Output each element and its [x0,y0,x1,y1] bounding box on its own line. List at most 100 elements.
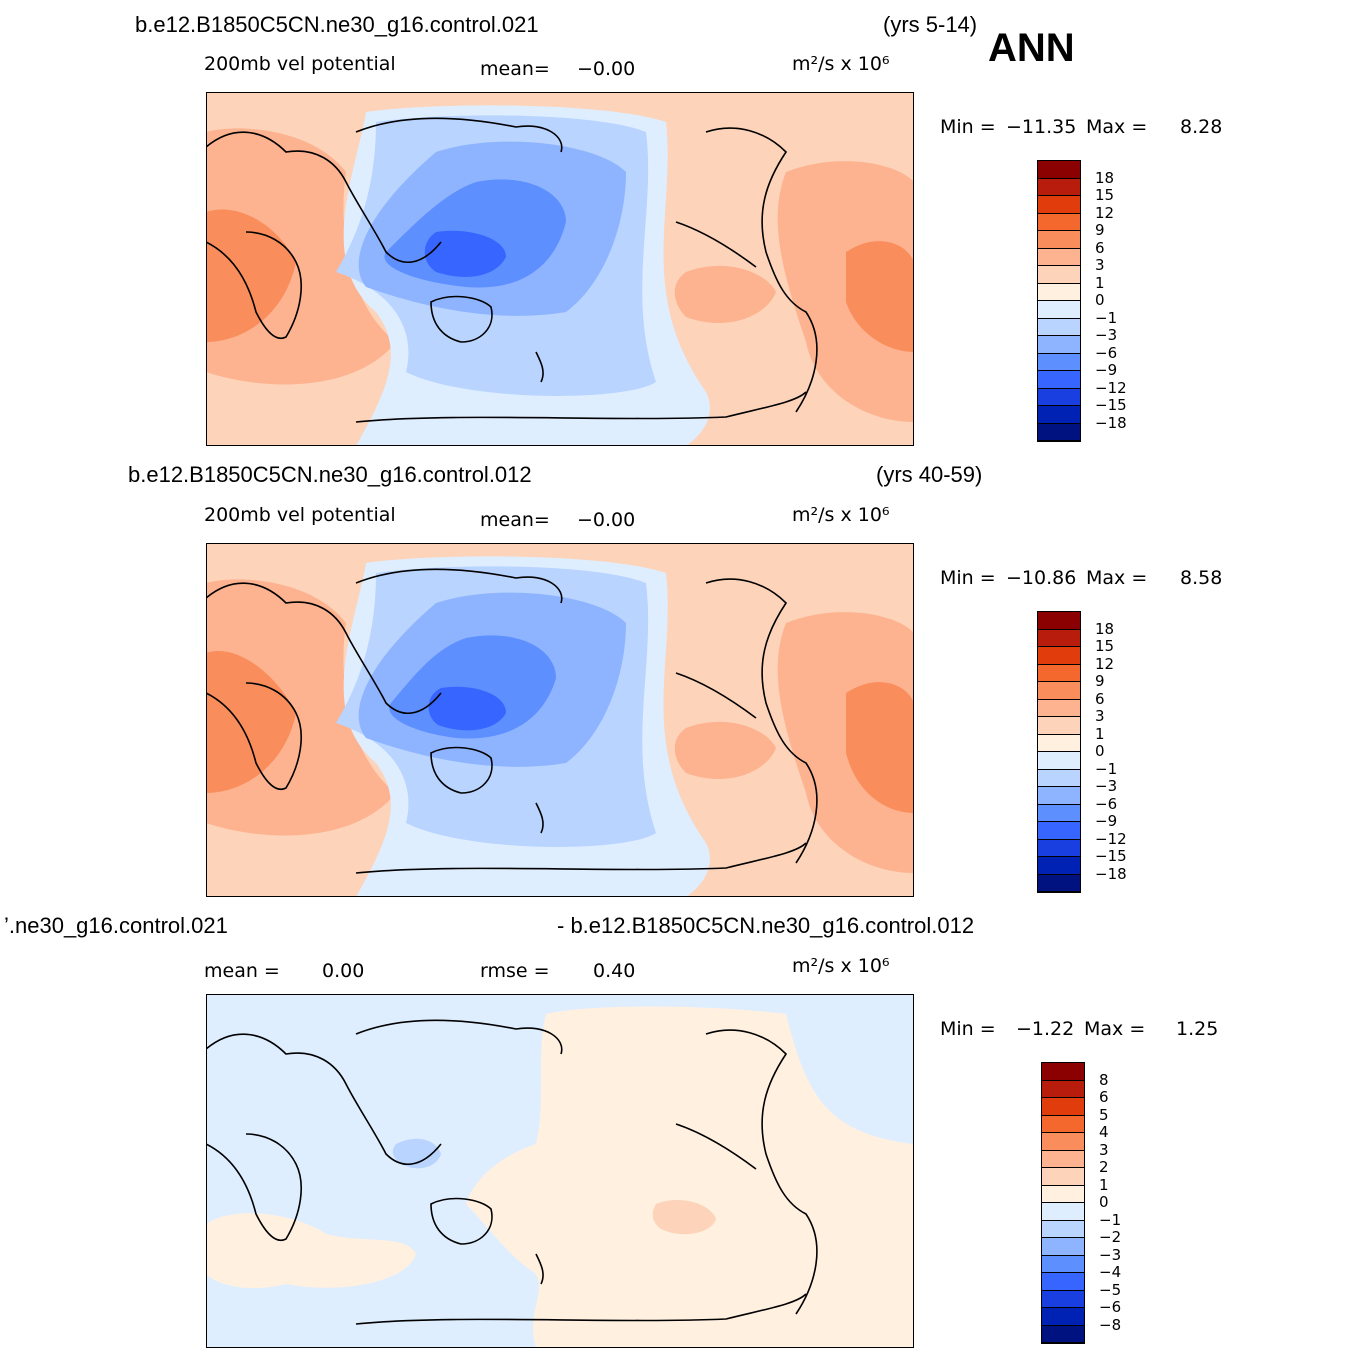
panel1-map [206,92,914,446]
colorbar-label: 0 [1099,1193,1109,1211]
colorbar-segment [1038,717,1080,735]
colorbar-segment [1038,752,1080,770]
panel3-case-right: - b.e12.B1850C5CN.ne30_g16.control.012 [557,913,975,938]
colorbar-segment [1042,1150,1084,1168]
colorbar-label: 2 [1099,1158,1109,1176]
panel2-years: (yrs 40-59) [876,462,983,487]
colorbar-label: 1 [1095,273,1105,292]
colorbar-segment [1042,1308,1084,1326]
colorbar-segment [1038,196,1080,214]
panel1-variable: 200mb vel potential [204,53,396,75]
colorbar-label: −9 [1095,361,1118,379]
panel2-min-value: −10.86 [1006,567,1077,589]
colorbar-segment [1038,161,1080,179]
colorbar-segment [1038,769,1080,787]
colorbar-label: −3 [1095,777,1118,795]
colorbar-segment [1038,612,1080,630]
colorbar-label: 4 [1099,1123,1109,1141]
colorbar-segment [1038,787,1080,805]
panel1-units: m²/s x 10⁶ [792,53,890,75]
colorbar-segment [1038,283,1080,301]
colorbar-segment [1038,822,1080,840]
colorbar-segment [1038,213,1080,231]
colorbar-label: −1 [1095,759,1118,778]
colorbar-segment [1038,629,1080,647]
colorbar-segment [1038,388,1080,406]
colorbar-label: −8 [1099,1315,1122,1334]
colorbar-segment [1038,682,1080,700]
colorbar-label: 18 [1095,619,1115,638]
panel1-years: (yrs 5-14) [883,12,978,37]
colorbar-label: 0 [1095,291,1105,309]
colorbar-segment [1038,248,1080,266]
panel3-units: m²/s x 10⁶ [792,955,890,977]
colorbar-segment [1042,1098,1084,1116]
panel3-mean-value: 0.00 [322,960,365,982]
colorbar-label: 9 [1095,221,1105,239]
colorbar-label: −5 [1099,1280,1122,1299]
colorbar-label: 12 [1095,654,1115,673]
colorbar-segment [1038,857,1080,875]
colorbar-label: 8 [1099,1070,1109,1089]
colorbar-label: 12 [1095,203,1115,222]
colorbar-segment [1038,423,1080,441]
panel3-colorbar-scale [1041,1062,1085,1344]
colorbar-segment [1038,664,1080,682]
colorbar-segment [1038,178,1080,196]
panel2-map [206,543,914,897]
colorbar-segment [1042,1255,1084,1273]
colorbar-segment [1042,1290,1084,1308]
colorbar-label: 1 [1099,1175,1109,1194]
colorbar-label: 6 [1099,1088,1109,1106]
colorbar-label: 3 [1095,707,1105,725]
colorbar-segment [1038,734,1080,752]
panel2-variable: 200mb vel potential [204,504,396,526]
colorbar-segment [1038,874,1080,892]
colorbar-segment [1042,1115,1084,1133]
panel1-colorbar-scale [1037,160,1081,442]
colorbar-label: −6 [1095,794,1118,813]
colorbar-segment [1038,266,1080,284]
colorbar-segment [1038,353,1080,371]
panel2-colorbar-scale [1037,611,1081,893]
panel3-case-left: ’.ne30_g16.control.021 [4,913,228,938]
colorbar-label: 5 [1099,1105,1109,1124]
colorbar-label: −18 [1095,413,1127,432]
colorbar-segment [1042,1325,1084,1343]
colorbar-label: −1 [1099,1210,1122,1229]
season-label: ANN [988,26,1075,70]
colorbar-label: 15 [1095,186,1115,204]
panel2-case-title: b.e12.B1850C5CN.ne30_g16.control.012 [128,462,532,487]
panel1-min-value: −11.35 [1006,116,1077,138]
colorbar-segment [1038,336,1080,354]
panel3-max-label: Max = [1084,1018,1146,1040]
colorbar-label: −2 [1099,1228,1122,1246]
panel2-units: m²/s x 10⁶ [792,504,890,526]
colorbar-label: −12 [1095,829,1127,848]
colorbar-label: 3 [1099,1140,1109,1159]
panel3-min-label: Min = [940,1018,996,1040]
colorbar-label: 15 [1095,637,1115,655]
colorbar-segment [1042,1185,1084,1203]
colorbar-segment [1042,1168,1084,1186]
panel3-mean-label: mean = [204,960,280,982]
colorbar-segment [1038,804,1080,822]
panel2-max-value: 8.58 [1180,567,1223,589]
colorbar-label: 3 [1095,256,1105,274]
colorbar-label: −4 [1099,1263,1122,1281]
colorbar-label: 6 [1095,689,1105,708]
panel2-mean-value: −0.00 [577,509,636,531]
colorbar-segment [1038,318,1080,336]
colorbar-segment [1038,839,1080,857]
colorbar-label: −1 [1095,308,1118,327]
colorbar-label: −12 [1095,378,1127,397]
colorbar-label: −3 [1099,1245,1122,1264]
panel2-max-label: Max = [1086,567,1148,589]
panel2-min-label: Min = [940,567,996,589]
colorbar-segment [1042,1080,1084,1098]
colorbar-label: 18 [1095,168,1115,187]
colorbar-segment [1042,1238,1084,1256]
panel3-max-value: 1.25 [1176,1018,1219,1040]
colorbar-label: 6 [1095,238,1105,257]
panel3-min-value: −1.22 [1016,1018,1075,1040]
